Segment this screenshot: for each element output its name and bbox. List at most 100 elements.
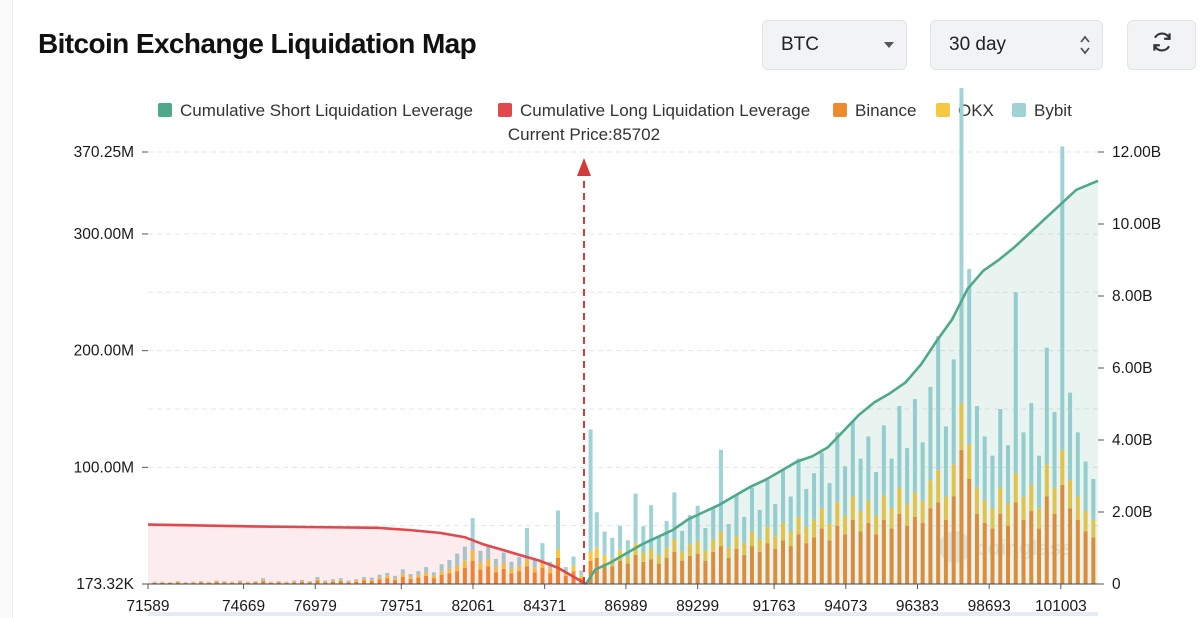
okx-bar: [501, 562, 506, 569]
bybit-bar: [788, 496, 793, 532]
binance-bar: [563, 575, 568, 584]
current-price-label: Current Price:85702: [508, 125, 660, 144]
bybit-bar: [261, 578, 266, 580]
bybit-bar: [835, 432, 840, 503]
binance-bar: [835, 525, 840, 584]
refresh-button[interactable]: [1127, 20, 1196, 70]
okx-bar: [990, 508, 995, 529]
binance-bar: [905, 525, 910, 584]
bybit-bar: [447, 560, 452, 569]
okx-bar: [974, 487, 979, 514]
period-select-value: 30 day: [949, 34, 1007, 55]
bybit-bar: [354, 579, 359, 581]
binance-bar: [788, 546, 793, 584]
binance-bar: [540, 567, 545, 584]
bybit-bar: [749, 487, 754, 532]
bybit-bar: [874, 471, 879, 516]
binance-bar: [749, 546, 754, 584]
okx-bar: [827, 523, 832, 541]
okx-bar: [664, 547, 669, 558]
okx-bar: [230, 582, 235, 583]
bybit-bar: [982, 436, 987, 501]
bybit-bar: [974, 406, 979, 488]
bybit-bar: [501, 552, 506, 563]
binance-bar: [1068, 508, 1073, 584]
bybit-bar: [416, 571, 421, 575]
binance-bar: [1013, 502, 1018, 584]
okx-bar: [788, 531, 793, 547]
binance-bar: [843, 534, 848, 584]
okx-bar: [431, 575, 436, 579]
bybit-bar: [571, 556, 576, 566]
period-select[interactable]: 30 day: [930, 20, 1103, 70]
bybit-bar: [284, 581, 289, 583]
okx-bar: [897, 487, 902, 514]
bybit-bar: [618, 525, 623, 551]
binance-bar: [439, 574, 444, 584]
binance-bar: [680, 560, 685, 584]
x-tick-label: 94073: [824, 598, 867, 615]
liquidation-bars: [152, 88, 1096, 584]
okx-bar: [718, 531, 723, 547]
binance-bar: [982, 522, 987, 584]
okx-bar: [315, 579, 320, 581]
x-tick-label: 74669: [222, 598, 265, 615]
okx-bar: [191, 582, 196, 583]
binance-bar: [362, 580, 367, 584]
x-tick-label: 89299: [676, 598, 719, 615]
okx-bar: [656, 554, 661, 564]
bybit-bar: [524, 527, 529, 560]
okx-bar: [1052, 487, 1057, 514]
binance-bar: [967, 478, 972, 584]
okx-bar: [734, 536, 739, 549]
symbol-select[interactable]: BTC: [762, 20, 907, 70]
bybit-bar: [850, 420, 855, 497]
binance-bar: [400, 576, 405, 584]
okx-bar: [330, 580, 335, 582]
bybit-bar: [920, 442, 925, 501]
okx-bar: [206, 582, 211, 583]
cumulative-areas: [147, 179, 1099, 586]
okx-bar: [819, 508, 824, 529]
bybit-bar: [253, 581, 258, 582]
short-cumulative-area: [585, 180, 1098, 585]
binance-bar: [1060, 484, 1065, 584]
okx-bar: [742, 543, 747, 555]
bybit-bar: [307, 581, 312, 582]
bybit-bar: [400, 569, 405, 575]
bybit-bar: [408, 574, 413, 577]
okx-bar: [462, 560, 467, 568]
bybit-bar: [843, 466, 848, 516]
bybit-bar: [393, 575, 398, 579]
bybit-bar: [222, 581, 227, 582]
current-price-marker: Current Price:85702: [508, 125, 660, 584]
binance-bar: [633, 554, 638, 584]
okx-bar: [416, 574, 421, 578]
okx-bar: [835, 502, 840, 526]
refresh-icon: [1149, 29, 1175, 61]
bybit-bar: [742, 516, 747, 544]
bybit-bar: [230, 581, 235, 583]
bybit-bar: [431, 572, 436, 576]
legend-swatch: [1012, 103, 1026, 117]
bybit-bar: [780, 470, 785, 523]
binance-bar: [703, 560, 708, 584]
x-tick-label: 96383: [896, 598, 939, 615]
binance-bar: [974, 513, 979, 584]
okx-bar: [237, 581, 242, 583]
binance-bar: [183, 582, 188, 584]
y-right-tick-label: 12.00B: [1112, 144, 1161, 161]
binance-bar: [858, 531, 863, 584]
bybit-bar: [532, 559, 537, 568]
binance-bar: [602, 563, 607, 584]
okx-bar: [222, 581, 227, 583]
bybit-bar: [555, 510, 560, 549]
binance-bar: [276, 582, 281, 584]
symbol-select-value: BTC: [781, 34, 819, 55]
binance-bar: [718, 546, 723, 584]
y-right-tick-label: 2.00B: [1112, 504, 1153, 521]
bybit-bar: [346, 580, 351, 582]
binance-bar: [470, 560, 475, 584]
binance-bar: [237, 582, 242, 584]
okx-bar: [967, 443, 972, 479]
